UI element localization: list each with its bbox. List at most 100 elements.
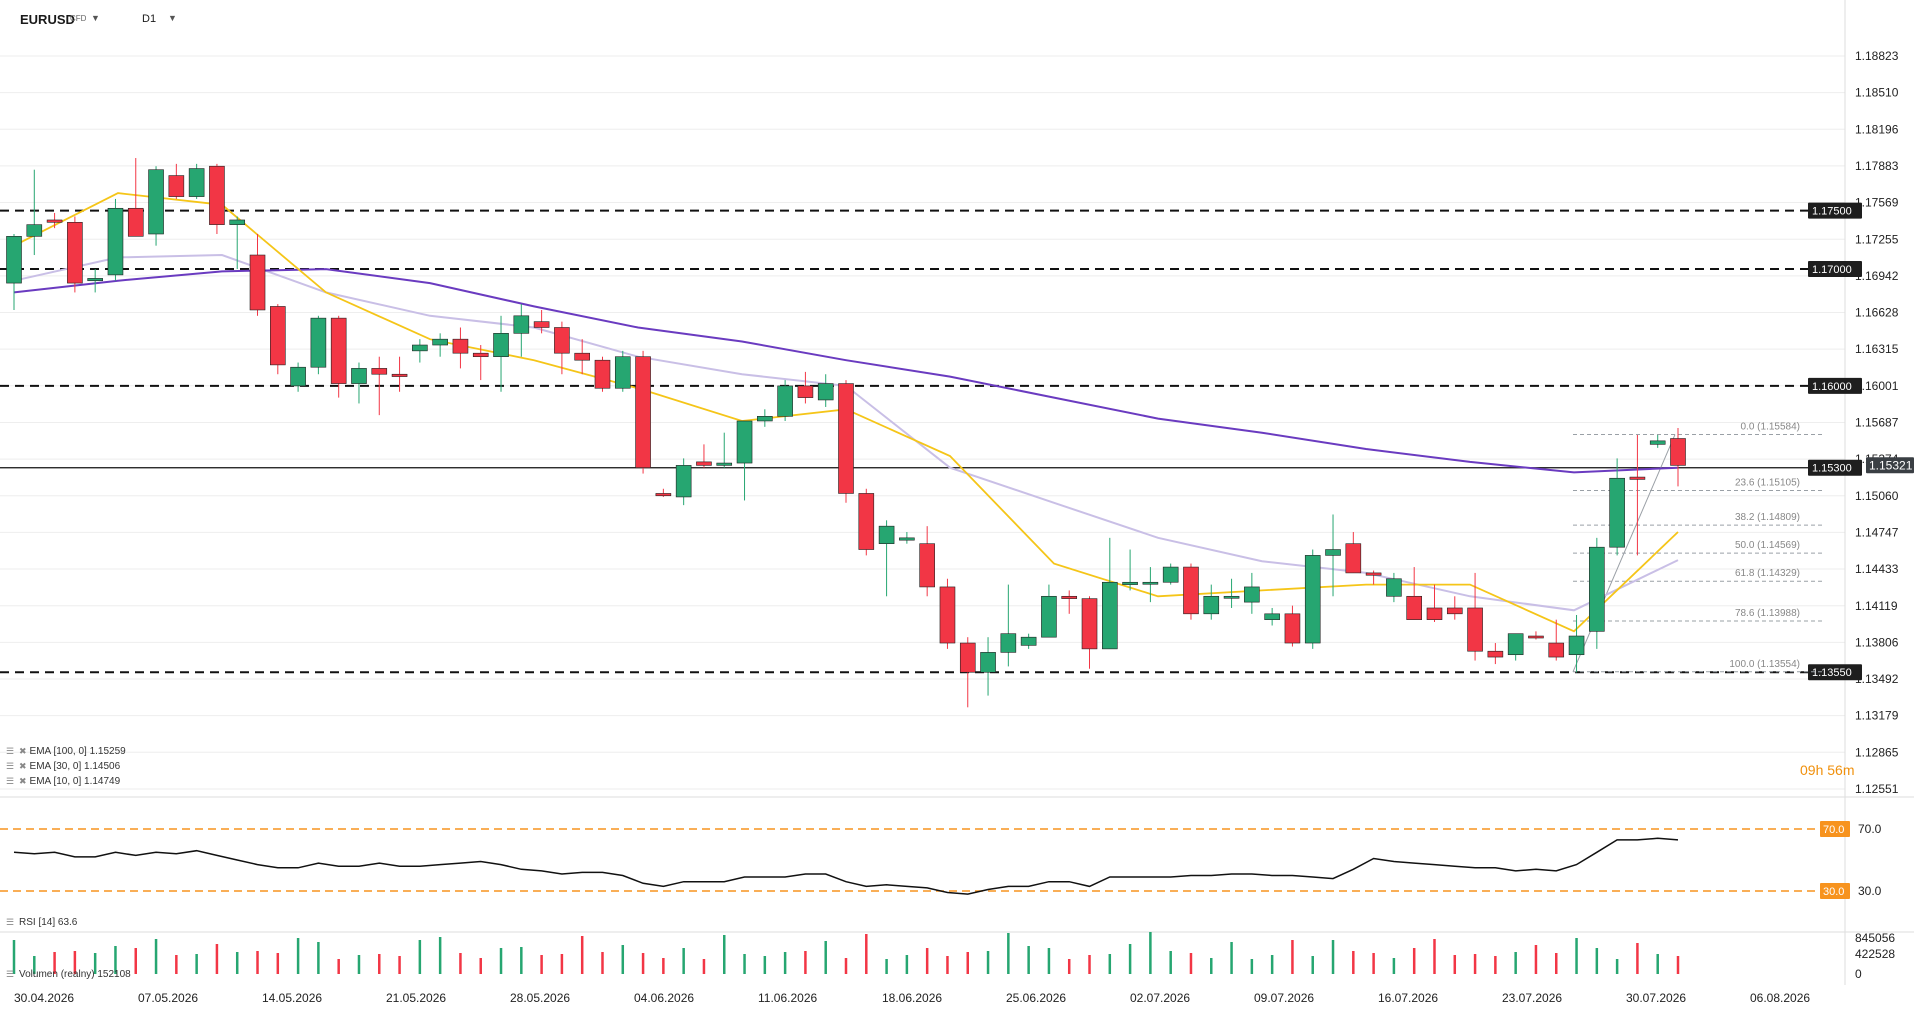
candle-body (980, 652, 996, 673)
price-tick-label: 1.13179 (1855, 709, 1899, 723)
settings-icon[interactable]: ☰ (6, 746, 15, 756)
candle-body (899, 537, 915, 541)
price-tick-label: 1.16628 (1855, 306, 1899, 320)
candle-body (351, 368, 367, 384)
candle-body (87, 278, 103, 282)
instrument-type-label: CFD (70, 14, 87, 23)
candle-body (310, 317, 327, 368)
candle-body (1304, 555, 1321, 644)
candle-body (594, 359, 611, 389)
candle-body (777, 385, 793, 417)
candle-body (959, 642, 976, 673)
price-tick-label: 1.16001 (1855, 379, 1899, 393)
date-tick-label: 21.05.2026 (386, 991, 446, 1005)
legend-rsi: ☰ RSI [14] 63.6 (6, 917, 77, 928)
price-tick-label: 1.18196 (1855, 122, 1899, 136)
price-tick-label: 1.16315 (1855, 342, 1899, 356)
candle-body (188, 168, 205, 197)
price-tick-label: 1.17883 (1855, 159, 1899, 173)
candle-body (878, 525, 895, 544)
ema100-line (13, 268, 1679, 474)
close-icon[interactable]: ✖ (19, 746, 27, 756)
date-tick-label: 18.06.2026 (882, 991, 942, 1005)
date-tick-label: 04.06.2026 (634, 991, 694, 1005)
date-tick-label: 06.08.2026 (1750, 991, 1810, 1005)
candle-body (1507, 633, 1524, 656)
candle-body (67, 222, 83, 284)
candle-body (1629, 476, 1646, 480)
candle-body (1406, 595, 1422, 620)
candle-body (574, 352, 590, 361)
candle-body (472, 352, 489, 358)
candle-body (817, 383, 834, 401)
candle-body (838, 383, 854, 494)
level-label: 1.13550 (1812, 667, 1852, 679)
candle-body (1020, 636, 1037, 646)
candle-body (107, 207, 124, 276)
settings-icon[interactable]: ☰ (6, 917, 15, 927)
fibonacci-label: 50.0 (1.14569) (1735, 540, 1800, 551)
close-icon[interactable]: ✖ (19, 776, 27, 786)
candle-body (1264, 613, 1280, 620)
candle-body (412, 344, 428, 352)
candle-body (391, 373, 408, 377)
price-tick-label: 1.14433 (1855, 562, 1899, 576)
candle-body (26, 224, 43, 237)
symbol-label[interactable]: EURUSD (20, 12, 75, 27)
candle-body (249, 254, 266, 311)
candle-body (209, 165, 225, 225)
date-tick-label: 11.06.2026 (758, 991, 817, 1005)
volume-axis-tick: 422528 (1855, 947, 1895, 961)
candle-body (757, 416, 773, 422)
timeframe-selector[interactable]: D1 (142, 13, 157, 25)
candle-body (1142, 581, 1159, 585)
rsi-level-label: 30.0 (1823, 886, 1844, 898)
level-label-bg (1808, 261, 1862, 278)
candle-body (432, 338, 448, 346)
candle-body (1446, 607, 1463, 615)
price-tick-label: 1.14119 (1855, 599, 1898, 613)
settings-icon[interactable]: ☰ (6, 969, 15, 979)
current-price-bg (1866, 457, 1914, 474)
fibonacci-label: 61.8 (1.14329) (1735, 568, 1800, 579)
candle-body (716, 462, 733, 466)
candle-body (1568, 635, 1585, 656)
candle-body (1365, 572, 1382, 576)
date-tick-label: 09.07.2026 (1254, 991, 1314, 1005)
candle-body (1548, 642, 1565, 658)
rsi-axis-tick: 70.0 (1858, 822, 1882, 836)
candle-body (1386, 578, 1402, 597)
fibonacci-label: 38.2 (1.14809) (1735, 512, 1800, 523)
candle-body (452, 338, 469, 354)
caret-down-icon[interactable]: ▼ (168, 13, 177, 23)
date-tick-label: 16.07.2026 (1378, 991, 1438, 1005)
caret-down-icon[interactable]: ▼ (91, 13, 100, 23)
candle-body (6, 236, 22, 284)
candle-body (1081, 598, 1098, 650)
price-tick-label: 1.13806 (1855, 635, 1899, 649)
candle-body (1102, 581, 1118, 650)
candle-body (1183, 566, 1199, 615)
volume-legend-label: Volumen (realny) 152108 (19, 969, 131, 980)
candle-body (1589, 546, 1605, 632)
settings-icon[interactable]: ☰ (6, 761, 15, 771)
candle-body (168, 175, 185, 197)
candle-body (127, 207, 144, 237)
level-label-bg (1808, 459, 1862, 476)
candle-body (614, 356, 631, 389)
settings-icon[interactable]: ☰ (6, 776, 15, 786)
level-label: 1.15300 (1812, 463, 1852, 475)
price-tick-label: 1.17569 (1855, 196, 1899, 210)
date-tick-label: 02.07.2026 (1130, 991, 1190, 1005)
candle-body (1325, 549, 1341, 556)
candle-body (371, 368, 388, 375)
candle-body (696, 461, 712, 466)
close-icon[interactable]: ✖ (19, 761, 27, 771)
ema10-legend-label: EMA [10, 0] 1.14749 (29, 776, 121, 787)
date-tick-label: 30.04.2026 (14, 991, 74, 1005)
candle-body (554, 327, 570, 354)
price-tick-label: 1.18823 (1855, 49, 1899, 63)
candle-body (148, 169, 164, 235)
rsi-level-label-bg (1820, 883, 1850, 899)
